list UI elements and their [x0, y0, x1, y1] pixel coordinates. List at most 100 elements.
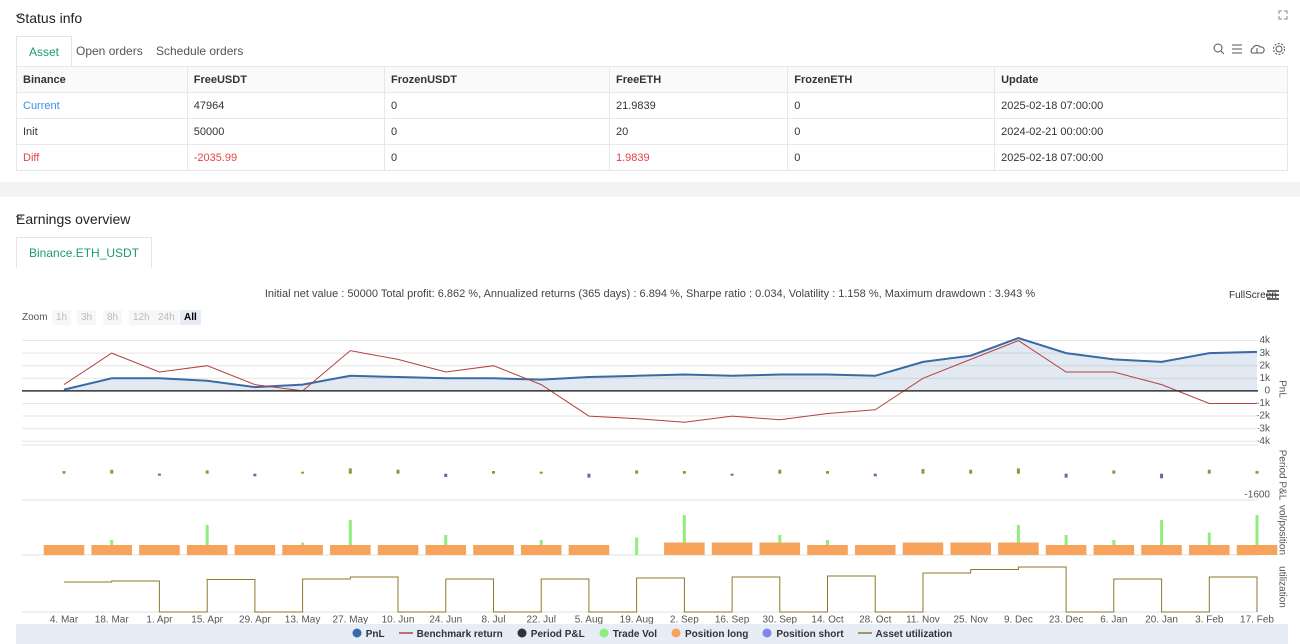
zoom-button[interactable]: 1h — [52, 310, 72, 325]
legend-item[interactable]: Position long — [671, 628, 748, 641]
bar — [186, 545, 228, 555]
table-cell: 47964 — [186, 92, 386, 119]
legend-item[interactable]: PnL — [352, 628, 385, 641]
bar — [348, 520, 352, 555]
x-tick-label: 25. Nov — [953, 615, 987, 626]
toolbar-icons[interactable] — [1212, 42, 1290, 58]
legend-item[interactable]: Position short — [762, 628, 844, 641]
y-axis-title: utilization — [1276, 566, 1287, 608]
bar — [62, 471, 66, 474]
x-tick-label: 1. Apr — [146, 615, 173, 626]
bar — [205, 470, 209, 474]
y-tick-label: 3k — [1259, 348, 1271, 359]
table-row: Current 47964 0 21.9839 0 2025-02-18 07:00:00 — [16, 92, 1288, 119]
legend-item[interactable]: Period P&L — [517, 628, 585, 641]
zoom-button[interactable]: 12h — [129, 310, 154, 325]
bar — [110, 469, 114, 474]
bar — [711, 542, 753, 555]
bar — [1255, 515, 1259, 555]
x-tick-label: 29. Apr — [239, 615, 271, 626]
tab[interactable]: Binance.ETH_USDT — [16, 237, 153, 269]
bar — [348, 468, 352, 474]
x-tick-label: 30. Sep — [763, 615, 798, 626]
table-cell: Diff — [16, 144, 188, 171]
y-tick-label: 0 — [1264, 386, 1270, 397]
legend-symbol — [517, 628, 527, 641]
bar — [234, 545, 276, 555]
bar — [969, 469, 973, 474]
table-cell: 2025-02-18 07:00:00 — [994, 92, 1288, 119]
bar — [730, 473, 734, 476]
y-tick-label: -1k — [1256, 398, 1271, 409]
y-tick-label: 4k — [1259, 335, 1271, 346]
y-tick-label: 2k — [1259, 360, 1271, 371]
table-row: Init 50000 0 20 0 2024-02-21 00:00:00 — [16, 118, 1288, 145]
legend: PnL Benchmark return Period P&L Trade Vol Po… — [16, 624, 1288, 644]
bar — [91, 545, 133, 555]
zoom-button[interactable]: 3h — [77, 310, 97, 325]
table-cell: 0 — [384, 144, 610, 171]
legend-symbol — [762, 628, 772, 641]
y-tick-label: -1600 — [1244, 489, 1270, 500]
x-tick-label: 3. Feb — [1195, 615, 1224, 626]
series-line — [63, 340, 1257, 423]
legend-symbol — [398, 629, 413, 640]
zoom-button[interactable]: 8h — [103, 310, 123, 325]
fullscreen-button[interactable]: FullScreen — [1229, 290, 1277, 301]
y-axis-title: PnL — [1276, 380, 1287, 398]
bar — [444, 473, 448, 477]
bar — [1045, 545, 1087, 555]
bar — [1064, 473, 1068, 478]
bar — [1188, 545, 1230, 555]
collapse-icon[interactable] — [14, 12, 24, 22]
table-cell: 21.9839 — [608, 92, 789, 119]
table-cell: 0 — [787, 144, 996, 171]
bar — [682, 515, 686, 555]
x-tick-label: 6. Jan — [1100, 615, 1127, 626]
table-cell: 0 — [787, 92, 996, 119]
bar — [330, 545, 371, 555]
x-tick-label: 22. Jul — [526, 615, 555, 626]
x-tick-label: 27. May — [333, 615, 369, 626]
x-tick-label: 19. Aug — [620, 615, 654, 626]
zoom-label: Zoom — [22, 312, 48, 323]
bar — [902, 542, 944, 555]
legend-item[interactable]: Trade Vol — [599, 628, 657, 641]
x-tick-label: 10. Jun — [382, 615, 415, 626]
expand-icon[interactable] — [1278, 10, 1288, 20]
x-tick-label: 4. Mar — [50, 615, 79, 626]
zoom-button[interactable]: All — [180, 310, 201, 325]
y-axis-title: vol/position — [1276, 505, 1287, 555]
zoom-button[interactable]: 24h — [154, 310, 179, 325]
x-tick-label: 24. Jun — [429, 615, 462, 626]
bar — [396, 469, 400, 474]
menu-icon[interactable] — [1266, 289, 1280, 301]
legend-symbol — [352, 628, 362, 641]
bar — [253, 473, 257, 477]
legend-symbol — [599, 628, 609, 641]
bar — [635, 470, 639, 474]
bar — [520, 545, 562, 555]
collapse-icon[interactable] — [14, 213, 24, 223]
table-cell: Current — [16, 92, 188, 119]
table-cell: 1.9839 — [608, 144, 789, 171]
bar — [1160, 520, 1164, 555]
legend-item[interactable]: Asset utilization — [857, 629, 952, 640]
series-line — [64, 566, 1258, 613]
asset-table: Binance FreeUSDT FrozenUSDT FreeETH FrozenET… — [16, 66, 1288, 171]
x-tick-label: 13. May — [285, 615, 321, 626]
legend-item[interactable]: Benchmark return — [398, 629, 503, 640]
legend-label: Position long — [684, 628, 749, 640]
column-header: Binance — [16, 66, 188, 93]
bar — [139, 545, 180, 555]
y-tick-label: -2k — [1256, 411, 1271, 422]
x-tick-label: 8. Jul — [482, 615, 506, 626]
bar — [873, 473, 877, 477]
bar — [1016, 525, 1020, 555]
bar — [473, 545, 514, 555]
y-tick-label: -4k — [1256, 436, 1271, 447]
bar — [998, 542, 1039, 555]
area-fill — [64, 338, 1257, 391]
